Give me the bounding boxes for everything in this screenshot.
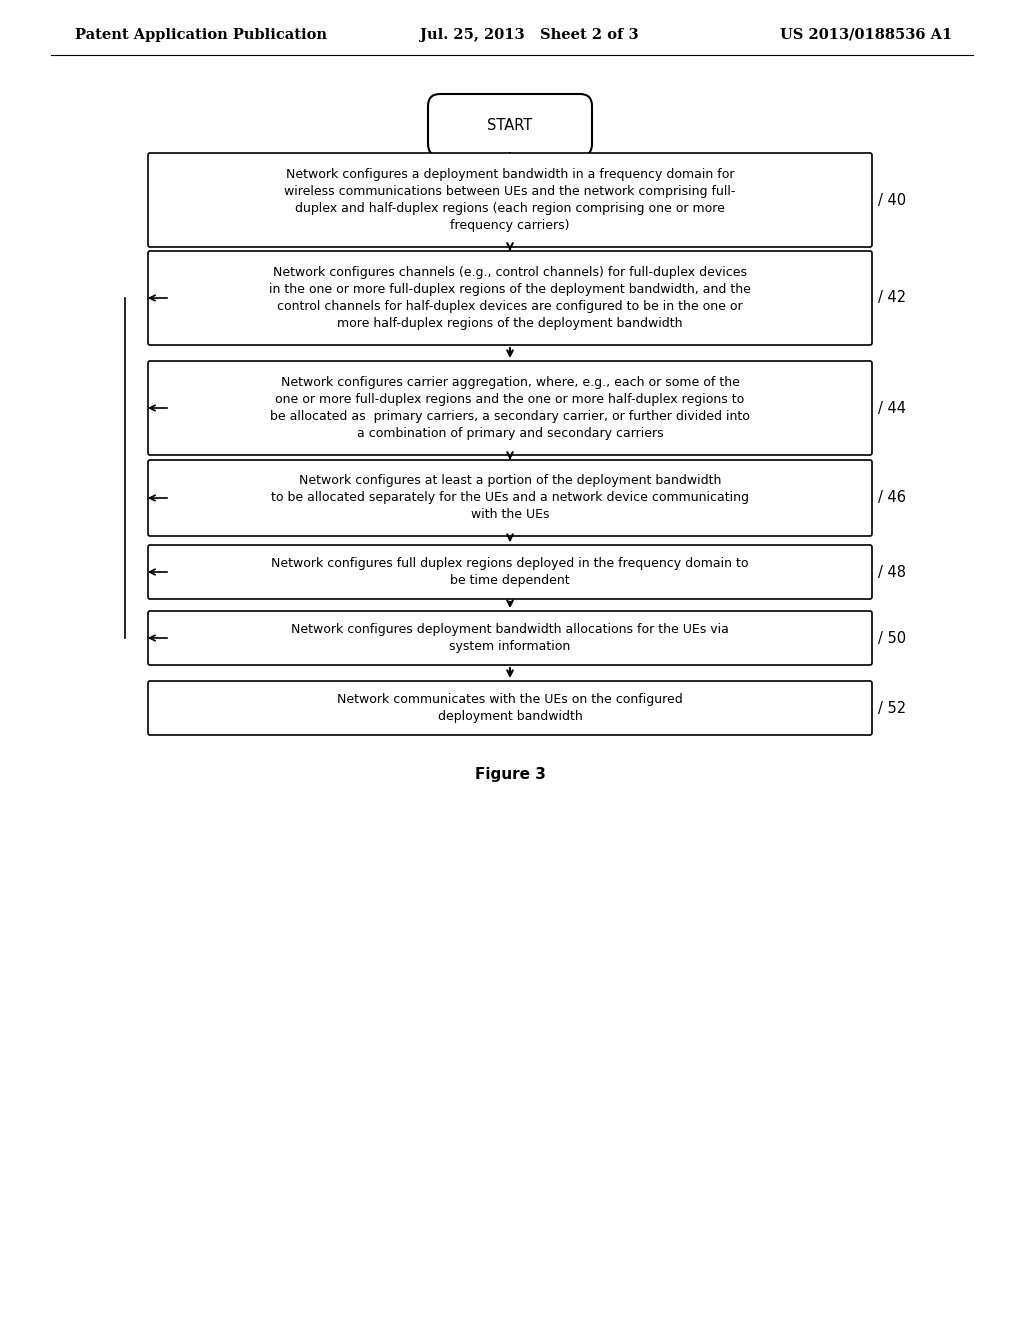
Text: Network configures deployment bandwidth allocations for the UEs via
system infor: Network configures deployment bandwidth … xyxy=(291,623,729,653)
Text: / 40: / 40 xyxy=(878,193,906,207)
FancyBboxPatch shape xyxy=(148,360,872,455)
Text: Network configures a deployment bandwidth in a frequency domain for
wireless com: Network configures a deployment bandwidt… xyxy=(285,168,735,232)
Text: Network configures full duplex regions deployed in the frequency domain to
be ti: Network configures full duplex regions d… xyxy=(271,557,749,587)
FancyBboxPatch shape xyxy=(148,545,872,599)
Text: Network configures at least a portion of the deployment bandwidth
to be allocate: Network configures at least a portion of… xyxy=(271,474,749,521)
FancyBboxPatch shape xyxy=(148,611,872,665)
FancyBboxPatch shape xyxy=(428,94,592,156)
FancyBboxPatch shape xyxy=(148,251,872,345)
Text: Network configures channels (e.g., control channels) for full-duplex devices
in : Network configures channels (e.g., contr… xyxy=(269,267,751,330)
Text: / 48: / 48 xyxy=(878,565,906,579)
Text: / 50: / 50 xyxy=(878,631,906,645)
Text: / 52: / 52 xyxy=(878,701,906,715)
FancyBboxPatch shape xyxy=(148,681,872,735)
Text: / 42: / 42 xyxy=(878,290,906,305)
Text: Network configures carrier aggregation, where, e.g., each or some of the
one or : Network configures carrier aggregation, … xyxy=(270,376,750,440)
FancyBboxPatch shape xyxy=(148,459,872,536)
FancyBboxPatch shape xyxy=(148,153,872,247)
Text: / 44: / 44 xyxy=(878,400,906,416)
Text: US 2013/0188536 A1: US 2013/0188536 A1 xyxy=(780,28,952,42)
Text: START: START xyxy=(487,117,532,132)
Text: Jul. 25, 2013   Sheet 2 of 3: Jul. 25, 2013 Sheet 2 of 3 xyxy=(420,28,639,42)
Text: / 46: / 46 xyxy=(878,491,906,506)
Text: Figure 3: Figure 3 xyxy=(474,767,546,783)
Text: Patent Application Publication: Patent Application Publication xyxy=(75,28,327,42)
Text: Network communicates with the UEs on the configured
deployment bandwidth: Network communicates with the UEs on the… xyxy=(337,693,683,723)
